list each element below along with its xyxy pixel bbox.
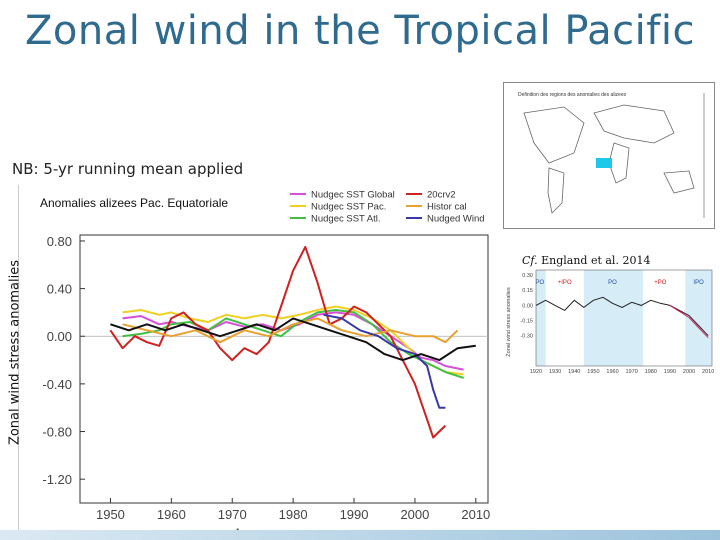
main-chart: Anomalies alizees Pac. Equatoriale Nudgec…	[40, 190, 490, 531]
inset-y-tick-label: 0.00	[522, 303, 533, 309]
series-line-nudgec-sst-atl-	[122, 309, 464, 379]
cf-prefix: Cf.	[522, 254, 538, 267]
legend-label: Nudgec SST Global	[311, 190, 395, 201]
x-axis-label: Annees	[234, 526, 275, 530]
inset-x-tick-label: 2000	[683, 369, 695, 375]
inset-band-label: +IPO	[558, 280, 572, 286]
cf-text: England et al. 2014	[541, 254, 651, 267]
inset-y-tick-label: 0.15	[522, 288, 533, 294]
inset-band	[536, 270, 546, 366]
x-tick-label: 2000	[400, 507, 429, 522]
inset-frame	[535, 269, 713, 367]
world-map-graphic: Definition des regions des anomalies des…	[518, 92, 705, 218]
y-tick-label: 0.80	[47, 234, 72, 249]
legend-label: Histor cal	[427, 202, 467, 213]
slide-title: Zonal wind in the Tropical Pacific	[25, 8, 695, 54]
inset-y-tick-label: -0.15	[520, 319, 533, 325]
pacific-region-box	[596, 158, 612, 168]
inset-x-tick-label: 2010	[702, 369, 714, 375]
inset-x-tick-label: 1970	[626, 369, 638, 375]
inset-x-tick-label: 1920	[530, 369, 542, 375]
x-tick-label: 1990	[340, 507, 369, 522]
y-tick-label: -1.20	[42, 472, 72, 487]
inset-x-tick-label: 1950	[587, 369, 599, 375]
cf-reference: Cf. England et al. 2014	[522, 254, 650, 267]
inset-x-tick-label: 1930	[549, 369, 561, 375]
inset-band	[583, 270, 644, 366]
running-mean-note: NB: 5-yr running mean applied	[12, 160, 244, 178]
inset-y-axis-label: Zonal wind stress anomalies	[506, 287, 512, 357]
inset-x-tick-label: 1990	[664, 369, 676, 375]
legend-label: Nudgec SST Atl.	[311, 214, 381, 225]
inset-band-label: +PO	[654, 280, 667, 286]
inset-band-label: IPO	[693, 280, 704, 286]
inset-x-tick-label: 1940	[568, 369, 580, 375]
inset-y-tick-label: 0.30	[522, 273, 533, 279]
series-line-nudgec-sst-global	[122, 311, 464, 371]
y-tick-label: 0.00	[47, 329, 72, 344]
series-line-nudged-wind	[323, 313, 446, 409]
legend-label: Nudgec SST Pac.	[311, 202, 386, 213]
x-tick-label: 1950	[96, 507, 125, 522]
inset-x-tick-label: 1960	[606, 369, 618, 375]
y-tick-label: -0.80	[42, 425, 72, 440]
slide-footer-stripe	[0, 530, 720, 540]
map-title: Definition des regions des anomalies des…	[518, 92, 627, 98]
inset-band-label: PO	[535, 280, 544, 286]
x-tick-label: 1980	[279, 507, 308, 522]
inset-series-line-1	[669, 304, 709, 339]
inset-chart: PO +IPO PO +PO IPO 0.30 0.15 0.00 -0.15 -0.30 1920…	[506, 269, 714, 375]
x-tick-label: 1970	[218, 507, 247, 522]
series-line-20crv2	[109, 245, 447, 439]
series-line-unnamed	[110, 317, 476, 362]
world-map-inset: Definition des regions des anomalies des…	[503, 82, 715, 229]
y-tick-label: -0.40	[42, 377, 72, 392]
chart-title: Anomalies alizees Pac. Equatoriale	[40, 196, 228, 210]
y-tick-label: 0.40	[47, 282, 72, 297]
inset-band-label: PO	[608, 280, 617, 286]
x-tick-label: 2010	[461, 507, 490, 522]
inset-series-line-0	[535, 296, 709, 337]
plot-frame	[79, 234, 489, 504]
inset-y-tick-label: -0.30	[520, 334, 533, 340]
inset-x-tick-label: 1980	[645, 369, 657, 375]
x-tick-label: 1960	[157, 507, 186, 522]
legend-label: 20crv2	[427, 190, 456, 201]
legend-label: Nudged Wind	[427, 214, 485, 225]
